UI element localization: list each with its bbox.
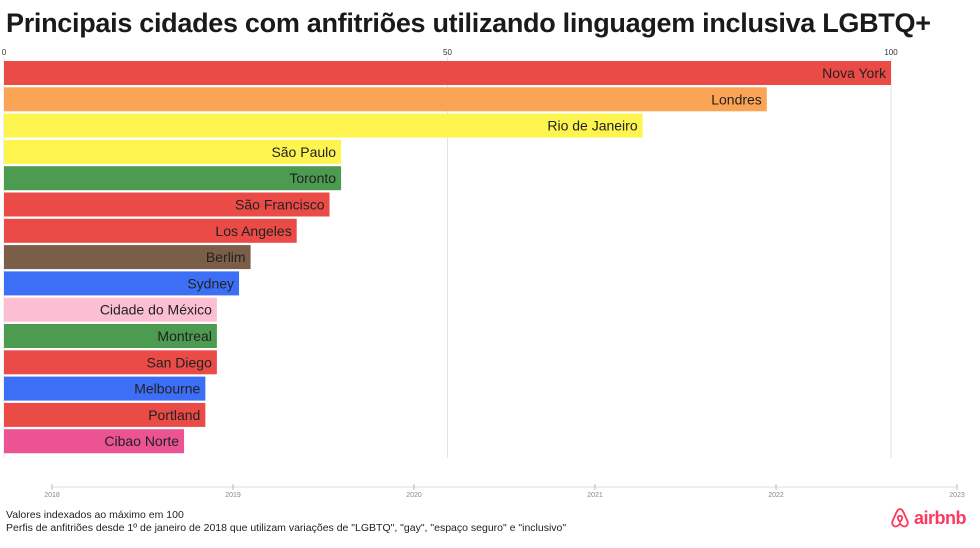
bar xyxy=(4,350,217,375)
bar xyxy=(4,139,342,164)
bar xyxy=(4,245,251,270)
bar-label: Berlim xyxy=(206,249,246,265)
x-tick-label: 0 xyxy=(2,48,7,57)
bar-chart: 0 50 100 Nova York Londres Rio de Janeiro São… xyxy=(2,48,965,499)
bar-label: Rio de Janeiro xyxy=(547,118,637,134)
timeline-year-label: 2018 xyxy=(44,492,60,499)
x-tick-label: 100 xyxy=(884,48,898,57)
bar xyxy=(4,429,185,454)
bar-label: Londres xyxy=(711,91,762,107)
timeline-year-label: 2021 xyxy=(587,492,603,499)
chart-title: Principais cidades com anfitriões utiliz… xyxy=(6,8,931,38)
bar-label: São Francisco xyxy=(235,197,325,213)
bar xyxy=(4,61,891,85)
timeline-axis: 2018 2019 2020 2021 2022 2023 xyxy=(44,484,965,499)
bar-label: Cibao Norte xyxy=(104,433,179,449)
bar-label: Toronto xyxy=(289,170,336,186)
timeline-year-label: 2019 xyxy=(225,492,241,499)
bar-label: Los Angeles xyxy=(215,223,291,239)
bar xyxy=(4,402,206,427)
timeline-year-label: 2020 xyxy=(406,492,422,499)
bar xyxy=(4,271,240,296)
bar-label: Montreal xyxy=(157,328,211,344)
footer-note-profiles: Perfis de anfitriões desde 1º de janeiro… xyxy=(6,522,567,534)
footer-notes: Valores indexados ao máximo em 100 Perfi… xyxy=(6,509,566,535)
bar-labels: Nova York Londres Rio de Janeiro São Paulo T… xyxy=(100,65,887,449)
footer-note-index: Valores indexados ao máximo em 100 xyxy=(6,509,184,521)
airbnb-wordmark: airbnb xyxy=(913,507,967,528)
timeline-year-label: 2022 xyxy=(768,492,784,499)
bars xyxy=(4,61,891,454)
bar-label: Nova York xyxy=(822,65,887,81)
timeline-year-label: 2023 xyxy=(949,492,965,499)
bar xyxy=(4,166,342,191)
x-axis-top-ticks: 0 50 100 xyxy=(2,48,898,57)
bar-label: Cidade do México xyxy=(100,302,212,318)
bar-label: Sydney xyxy=(187,275,234,291)
airbnb-logo: airbnb xyxy=(890,507,967,529)
bar xyxy=(4,113,643,138)
bar xyxy=(4,192,330,217)
bar xyxy=(4,324,217,348)
bar xyxy=(4,297,217,322)
bar xyxy=(4,376,206,401)
bar-label: San Diego xyxy=(146,354,212,370)
bar-label: Portland xyxy=(148,407,200,423)
bar-label: São Paulo xyxy=(271,144,336,160)
bar-label: Melbourne xyxy=(134,381,200,397)
x-tick-label: 50 xyxy=(443,48,452,57)
bar xyxy=(4,218,297,243)
bar xyxy=(4,87,767,112)
airbnb-belo-icon xyxy=(891,508,909,528)
